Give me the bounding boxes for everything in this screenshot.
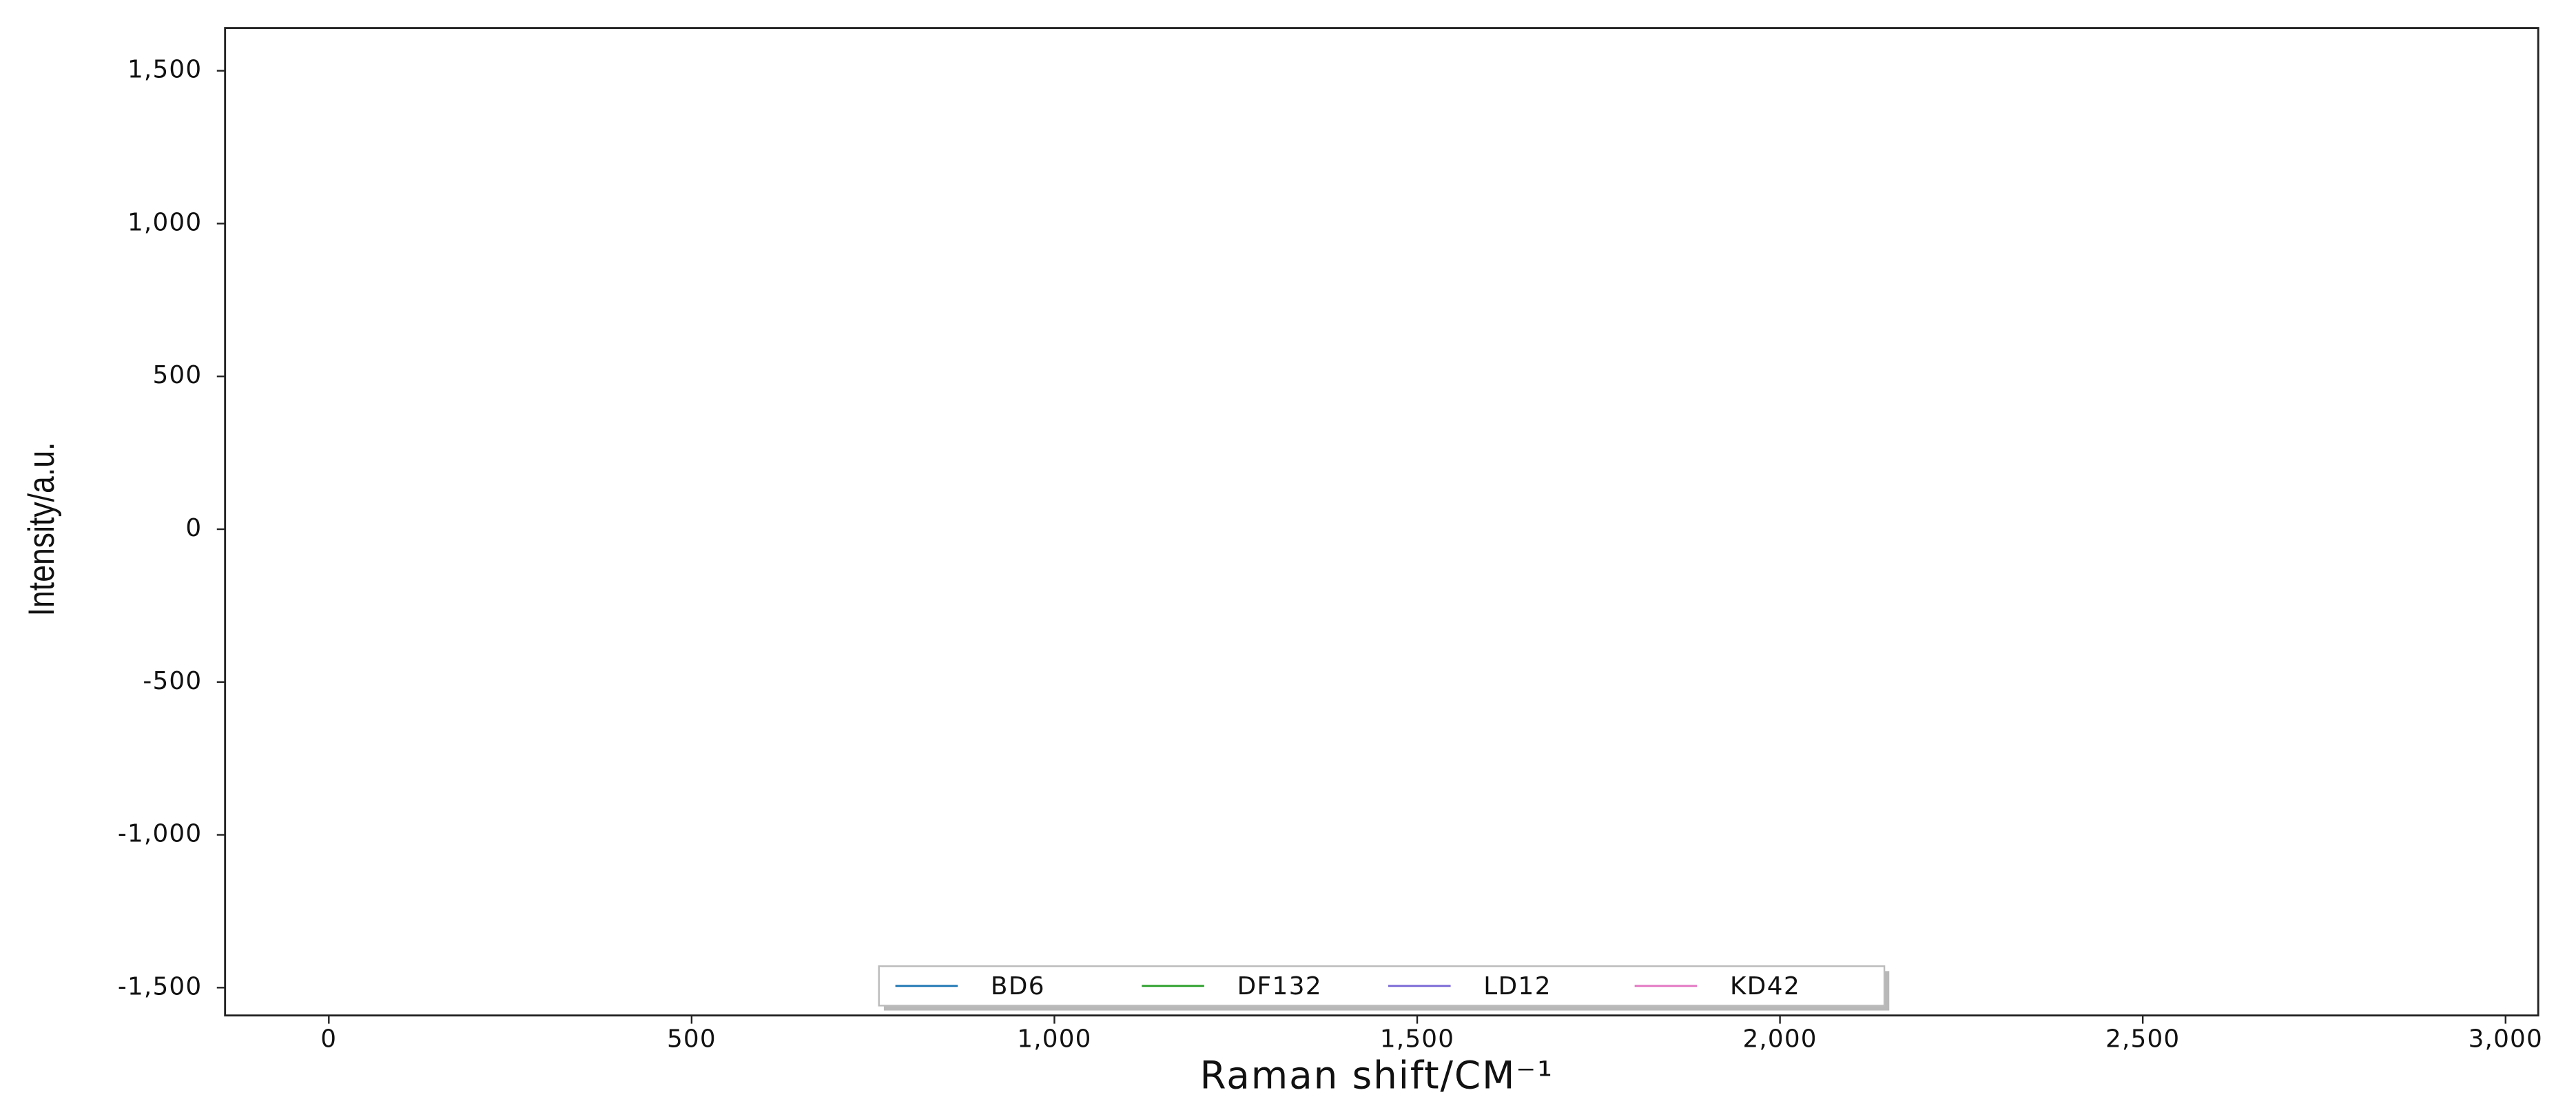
y-tick-label: -1,000 bbox=[118, 820, 202, 848]
y-axis-label: Intensity/a.u. bbox=[22, 442, 62, 617]
x-tick-label: 2,500 bbox=[2105, 1025, 2180, 1053]
x-tick-label: 3,000 bbox=[2469, 1025, 2543, 1053]
legend: BD6 DF132 LD12 KD42 bbox=[878, 965, 1890, 1011]
x-tick-label: 1,500 bbox=[1380, 1025, 1454, 1053]
x-axis-label: Raman shift/CM⁻¹ bbox=[1199, 1053, 1554, 1097]
legend-label: LD12 bbox=[1483, 972, 1552, 1001]
legend-box bbox=[878, 965, 1886, 1007]
x-tick-label: 500 bbox=[667, 1025, 717, 1053]
x-tick-label: 2,000 bbox=[1742, 1025, 1817, 1053]
legend-label: BD6 bbox=[991, 972, 1045, 1001]
legend-label: DF132 bbox=[1237, 972, 1322, 1001]
legend-label: KD42 bbox=[1730, 972, 1800, 1001]
y-tick-label: -1,500 bbox=[118, 972, 202, 1001]
y-tick-label: 0 bbox=[185, 514, 202, 542]
y-tick-label: -500 bbox=[143, 667, 202, 695]
x-tick-label: 1,000 bbox=[1017, 1025, 1091, 1053]
x-tick-label: 0 bbox=[320, 1025, 337, 1053]
y-tick-label: 1,000 bbox=[127, 208, 202, 236]
y-tick-label: 500 bbox=[152, 361, 202, 389]
plot-frame bbox=[224, 27, 2539, 1017]
y-tick-label: 1,500 bbox=[127, 56, 202, 84]
